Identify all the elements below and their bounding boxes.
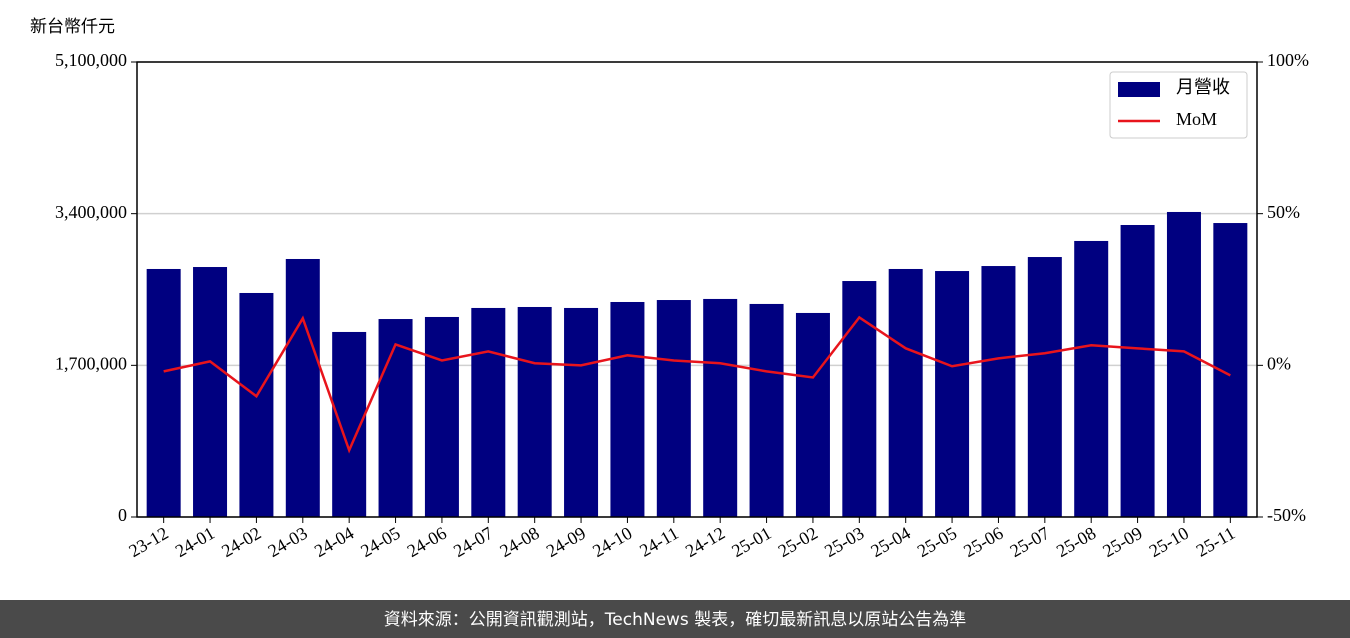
bar: [1027, 257, 1062, 517]
bar: [239, 292, 274, 517]
x-tick-label: 23-12: [125, 523, 171, 561]
bar: [795, 312, 830, 517]
legend-label: 月營收: [1176, 77, 1230, 97]
x-tick-label: 25-07: [1007, 523, 1053, 561]
x-tick-label: 24-04: [311, 523, 357, 561]
footer-band: [0, 600, 1350, 638]
y2-tick-label: 50%: [1267, 202, 1300, 222]
bar: [564, 307, 599, 517]
bar: [656, 300, 691, 517]
legend-label: MoM: [1176, 109, 1217, 129]
bar: [1120, 224, 1155, 517]
x-tick-label: 24-01: [172, 523, 218, 561]
x-tick-label: 25-04: [867, 523, 913, 561]
x-tick-label: 24-02: [218, 523, 264, 561]
y2-tick-label: 100%: [1267, 50, 1309, 70]
y-tick-label: 1,700,000: [55, 353, 127, 373]
x-tick-label: 25-10: [1146, 523, 1192, 561]
bar: [842, 281, 877, 517]
bar: [888, 268, 923, 517]
footer: 資料來源：公開資訊觀測站，TechNews 製表，確切最新訊息以原站公告為準: [384, 610, 966, 630]
y-tick-label: 0: [118, 505, 127, 525]
x-tick-label: 25-03: [821, 523, 867, 561]
x-tick-label: 25-08: [1053, 523, 1099, 561]
y2-tick-label: -50%: [1267, 505, 1306, 525]
y-axis-unit: 新台幣仟元: [30, 17, 115, 37]
bar: [935, 271, 970, 517]
y2-tick-label: 0%: [1267, 353, 1291, 373]
x-tick-label: 24-06: [404, 523, 450, 561]
bar: [285, 258, 320, 517]
x-tick-label: 24-10: [589, 523, 635, 561]
legend-swatch: [1118, 82, 1160, 97]
x-tick-label: 25-06: [960, 523, 1006, 561]
x-tick-label: 25-01: [728, 523, 774, 561]
bar: [146, 268, 181, 517]
bar: [378, 319, 413, 517]
x-tick-label: 25-02: [775, 523, 821, 561]
bar: [517, 306, 552, 517]
x-tick-label: 25-05: [914, 523, 960, 561]
bar: [1074, 240, 1109, 517]
x-tick-label: 24-05: [357, 523, 403, 561]
x-tick-label: 24-07: [450, 523, 496, 561]
bar: [424, 316, 459, 517]
x-tick-label: 25-11: [1193, 523, 1239, 561]
bar: [703, 298, 738, 517]
plot-frame: [136, 61, 1258, 518]
x-tick-label: 24-08: [496, 523, 542, 561]
x-tick-label: 24-12: [682, 523, 728, 561]
line: [163, 315, 1231, 454]
bar: [193, 267, 228, 517]
x-tick-label: 24-03: [264, 523, 310, 561]
bar: [1166, 211, 1201, 518]
y-tick-label: 3,400,000: [55, 202, 127, 222]
bar: [610, 301, 645, 517]
x-tick-label: 24-09: [543, 523, 589, 561]
bar: [471, 307, 506, 517]
y-tick-label: 5,100,000: [55, 50, 127, 70]
bar: [749, 303, 784, 517]
bar: [981, 266, 1016, 517]
x-tick-label: 25-09: [1099, 523, 1145, 561]
x-tick-label: 24-11: [636, 523, 682, 561]
